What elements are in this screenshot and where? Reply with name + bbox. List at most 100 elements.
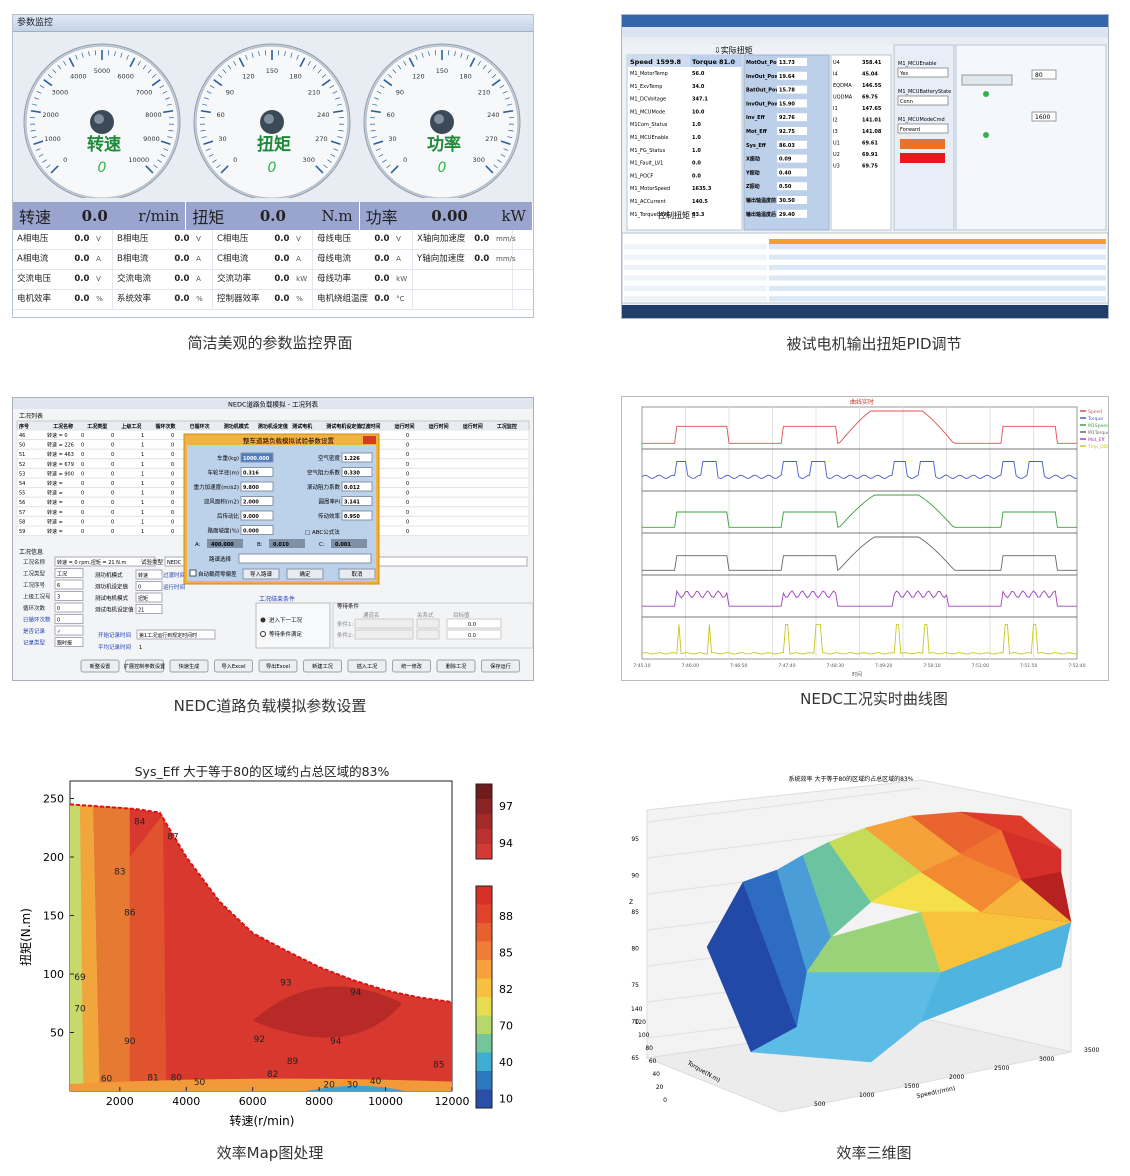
mode-value: NEDC bbox=[167, 560, 182, 566]
ctrl-select[interactable] bbox=[897, 123, 949, 134]
list-row bbox=[624, 275, 767, 281]
param-value: 1.0 bbox=[692, 148, 701, 154]
gauge-tick bbox=[201, 136, 207, 139]
mid-field[interactable] bbox=[135, 581, 163, 591]
dialog-field[interactable] bbox=[341, 496, 373, 506]
log-row bbox=[769, 244, 1106, 250]
dialog-button-label: 确定 bbox=[299, 570, 311, 578]
record-start-field[interactable] bbox=[136, 629, 216, 640]
param-cell: 母线电流 0.0 A bbox=[313, 250, 413, 269]
action-button[interactable] bbox=[436, 659, 476, 673]
mid-field[interactable] bbox=[135, 592, 163, 603]
action-button[interactable] bbox=[214, 659, 253, 673]
action-button[interactable] bbox=[169, 659, 209, 673]
dialog-label: 路面坡度(%) bbox=[207, 527, 239, 535]
colorbar-top-label: 94 bbox=[499, 837, 513, 850]
dialog-button[interactable] bbox=[286, 568, 324, 580]
dialog-close-button[interactable] bbox=[363, 436, 376, 444]
table-header-cell: 测功机模式 bbox=[224, 423, 249, 430]
action-button[interactable] bbox=[392, 659, 431, 673]
info-field[interactable] bbox=[54, 579, 84, 590]
dialog-field[interactable] bbox=[341, 452, 373, 463]
param-label bbox=[417, 270, 474, 289]
map-band bbox=[93, 805, 130, 1091]
info-field[interactable] bbox=[54, 556, 156, 567]
map-core bbox=[252, 986, 403, 1038]
table-cell: 53 bbox=[19, 471, 25, 477]
gauge-tick bbox=[31, 136, 37, 139]
action-button[interactable] bbox=[125, 659, 164, 673]
table-header-cell: 过渡时间 bbox=[360, 423, 380, 430]
dialog-field[interactable] bbox=[341, 481, 373, 492]
action-button[interactable] bbox=[347, 659, 387, 673]
info-field[interactable] bbox=[54, 602, 84, 613]
info-field[interactable] bbox=[54, 614, 84, 624]
gauge-tick bbox=[284, 51, 286, 57]
mid-field[interactable] bbox=[135, 604, 163, 614]
info-value: 0 bbox=[57, 606, 60, 612]
dialog-field[interactable] bbox=[240, 525, 274, 535]
x-tick-label: 7:51:00 bbox=[972, 663, 989, 669]
table-cell: 0 bbox=[111, 443, 114, 449]
param-unit: mm/s bbox=[496, 255, 516, 263]
gauge-tick-label: 6000 bbox=[117, 73, 134, 81]
table-cell: 1 bbox=[141, 481, 144, 487]
dialog-field[interactable] bbox=[240, 496, 274, 506]
dialog-field[interactable] bbox=[341, 467, 373, 477]
torque-gauge: 0 30 60 90 120 150 180 210 240 270 300 扭矩 0 bbox=[188, 38, 356, 201]
action-button[interactable] bbox=[481, 659, 520, 673]
action-button[interactable] bbox=[258, 659, 298, 673]
gauge-tick bbox=[205, 148, 211, 151]
gauge-tick bbox=[482, 64, 487, 70]
dialog-button[interactable] bbox=[242, 568, 280, 580]
table-cell: 0 bbox=[111, 433, 114, 439]
param-cell: A相电流 0.0 A bbox=[13, 250, 113, 269]
orange-button[interactable] bbox=[900, 139, 945, 149]
table-header-cell: 运行时间 bbox=[463, 423, 483, 430]
power-readout-value: 0.00 bbox=[431, 207, 468, 225]
ret-value: 0.0 bbox=[468, 633, 476, 639]
mode-button[interactable] bbox=[961, 74, 1013, 86]
param-name: M1_MotorSpeed bbox=[630, 186, 670, 192]
dialog-field[interactable] bbox=[240, 510, 274, 521]
red-button[interactable] bbox=[900, 153, 945, 163]
param-name: MotOut_Power bbox=[746, 60, 788, 66]
ctrl-select[interactable] bbox=[897, 67, 949, 78]
gauge-tick bbox=[151, 79, 161, 87]
speed-set-field[interactable] bbox=[1031, 111, 1057, 122]
gauge-tick bbox=[378, 153, 384, 157]
dialog-button[interactable] bbox=[338, 568, 376, 580]
dialog-field[interactable] bbox=[240, 452, 274, 463]
list-row bbox=[624, 291, 767, 297]
torque-set-field[interactable] bbox=[1031, 69, 1057, 80]
ctrl-select[interactable] bbox=[897, 95, 949, 106]
speed-readout-label: 转速 bbox=[19, 208, 52, 227]
z-tick-label: 90 bbox=[631, 873, 639, 880]
action-button[interactable] bbox=[303, 659, 342, 673]
dialog-field[interactable] bbox=[341, 510, 373, 521]
mid-field[interactable] bbox=[135, 569, 163, 580]
action-button[interactable] bbox=[80, 659, 120, 673]
torque-label: Torque bbox=[692, 58, 718, 66]
param-value: 146.55 bbox=[862, 83, 882, 89]
gauge-tick bbox=[32, 103, 38, 106]
dialog-field[interactable] bbox=[240, 481, 274, 492]
param-label: 母线电流 bbox=[317, 254, 352, 264]
list-row bbox=[624, 285, 767, 291]
gauge-tick bbox=[322, 74, 327, 78]
ctrl-value: Conn bbox=[900, 99, 913, 105]
dialog-checkbox[interactable] bbox=[189, 569, 197, 577]
info-field[interactable] bbox=[54, 625, 84, 636]
file-field[interactable] bbox=[238, 553, 372, 564]
info-field[interactable] bbox=[54, 591, 84, 601]
gauge-tick bbox=[375, 148, 381, 151]
param-label: 母线功率 bbox=[317, 274, 352, 284]
info-field[interactable] bbox=[54, 637, 84, 647]
gauge-tick bbox=[485, 165, 494, 174]
legend-label: Tmp_ODM bbox=[1087, 444, 1108, 450]
info-field[interactable] bbox=[54, 568, 84, 578]
dialog-field[interactable] bbox=[240, 467, 274, 477]
gauge-tick bbox=[145, 165, 154, 174]
table-cell: 0 bbox=[81, 433, 84, 439]
table-cell: 0 bbox=[111, 462, 114, 468]
